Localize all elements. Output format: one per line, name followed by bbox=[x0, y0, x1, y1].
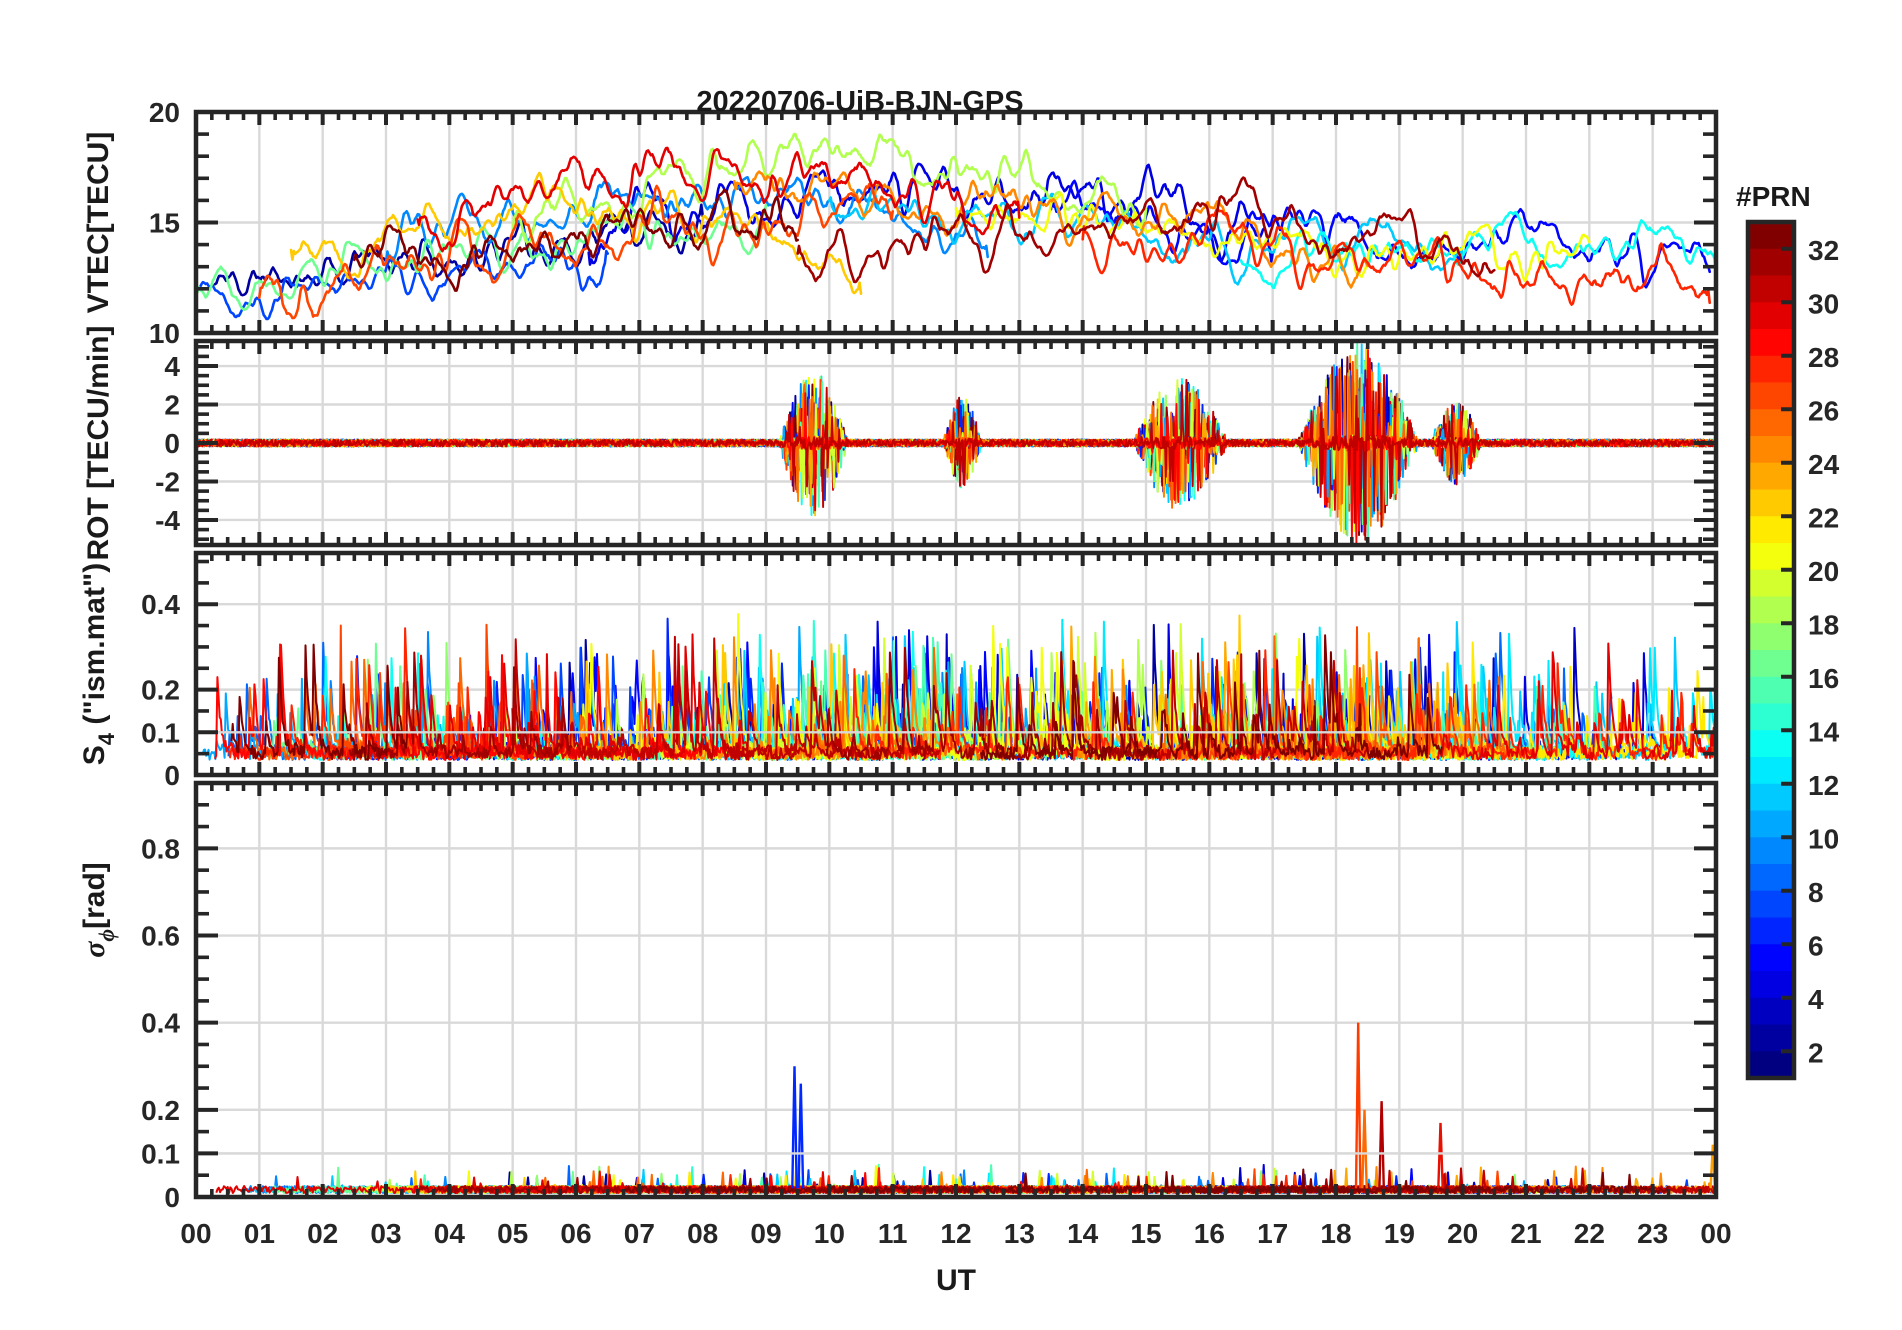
y-axis-title-s4: S4 ("ism.mat") bbox=[78, 563, 119, 765]
x-tick-label: 07 bbox=[624, 1218, 655, 1249]
x-tick-label: 14 bbox=[1067, 1218, 1099, 1249]
x-tick-label: 08 bbox=[687, 1218, 718, 1249]
sigmaphi-spike bbox=[1378, 1101, 1385, 1189]
y-tick-label: 2 bbox=[164, 390, 180, 421]
sigmaphi-trace bbox=[1165, 1168, 1670, 1195]
vtec-trace bbox=[1081, 208, 1711, 306]
y-tick-label: 10 bbox=[149, 318, 180, 349]
x-tick-label: 19 bbox=[1384, 1218, 1415, 1249]
x-tick-label: 09 bbox=[750, 1218, 781, 1249]
y-axis-title-sigmaphi: σϕ[rad] bbox=[78, 862, 119, 958]
x-tick-label: 02 bbox=[307, 1218, 338, 1249]
x-tick-label: 06 bbox=[560, 1218, 591, 1249]
x-tick-label: 01 bbox=[244, 1218, 275, 1249]
colorbar-tick-label: 8 bbox=[1808, 877, 1824, 908]
colorbar-tick-label: 18 bbox=[1808, 609, 1839, 640]
colorbar-tick-label: 12 bbox=[1808, 770, 1839, 801]
s4-trace bbox=[1436, 642, 1716, 761]
y-tick-label: -4 bbox=[155, 505, 180, 536]
sigmaphi-spike bbox=[1437, 1122, 1444, 1189]
colorbar-tick-label: 32 bbox=[1808, 235, 1839, 266]
x-tick-label: 21 bbox=[1510, 1218, 1541, 1249]
y-tick-label: 0.2 bbox=[141, 675, 180, 706]
x-tick-label: 04 bbox=[434, 1218, 466, 1249]
y-tick-label: 0.1 bbox=[141, 717, 180, 748]
y-tick-label: 0 bbox=[164, 428, 180, 459]
colorbar-tick-label: 20 bbox=[1808, 556, 1839, 587]
y-tick-label: 0.2 bbox=[141, 1095, 180, 1126]
x-axis-title: UT bbox=[936, 1264, 976, 1297]
y-tick-label: -2 bbox=[155, 466, 180, 497]
figure-title: 20220706-UiB-BJN-GPS bbox=[696, 86, 1024, 118]
y-tick-label: 0.4 bbox=[141, 1008, 180, 1039]
sigmaphi-series-group bbox=[215, 1022, 1716, 1195]
colorbar-tick-label: 14 bbox=[1808, 716, 1840, 747]
x-tick-label: 10 bbox=[814, 1218, 845, 1249]
colorbar-tick-label: 22 bbox=[1808, 502, 1839, 533]
x-tick-label: 18 bbox=[1320, 1218, 1351, 1249]
x-tick-label: 16 bbox=[1194, 1218, 1225, 1249]
x-tick-label: 12 bbox=[940, 1218, 971, 1249]
y-tick-label: 20 bbox=[149, 97, 180, 128]
s4-trace bbox=[230, 643, 409, 761]
x-tick-label: 22 bbox=[1574, 1218, 1605, 1249]
sigmaphi-spike bbox=[1361, 1109, 1368, 1189]
x-tick-label: 20 bbox=[1447, 1218, 1478, 1249]
vtec-trace bbox=[828, 189, 1464, 286]
s4-trace bbox=[825, 646, 1153, 761]
y-tick-label: 0.6 bbox=[141, 921, 180, 952]
s4-trace bbox=[1313, 662, 1716, 761]
vtec-trace bbox=[258, 182, 894, 320]
y-tick-label: 15 bbox=[149, 208, 180, 239]
vtec-trace bbox=[511, 132, 1148, 246]
x-tick-label: 11 bbox=[878, 1218, 908, 1249]
colorbar-tick-label: 28 bbox=[1808, 342, 1839, 373]
y-tick-label: 0.1 bbox=[141, 1138, 180, 1169]
colorbar-tick-label: 2 bbox=[1808, 1037, 1824, 1068]
y-tick-label: 0 bbox=[164, 1182, 180, 1213]
vtec-trace bbox=[1239, 210, 1716, 290]
colorbar-title: #PRN bbox=[1736, 181, 1811, 212]
x-tick-label: 00 bbox=[180, 1218, 211, 1249]
colorbar[interactable]: 32 30 28 26 24 22 20 18 16 14 12 10 8 6 4 2 bbox=[1745, 219, 1840, 1081]
vtec-trace bbox=[416, 146, 1021, 253]
rot-series-group bbox=[196, 342, 1716, 544]
vtec-trace bbox=[289, 171, 863, 295]
y-tick-label: 0.8 bbox=[141, 833, 180, 864]
rot-trace bbox=[196, 373, 1716, 536]
x-tick-label: 03 bbox=[370, 1218, 401, 1249]
x-tick-label: 13 bbox=[1004, 1218, 1035, 1249]
s4-series-group bbox=[201, 613, 1716, 762]
colorbar-tick-label: 10 bbox=[1808, 823, 1839, 854]
colorbar-tick-label: 26 bbox=[1808, 395, 1839, 426]
y-tick-label: 0.4 bbox=[141, 589, 180, 620]
x-tick-label: 00 bbox=[1700, 1218, 1731, 1249]
x-tick-label: 23 bbox=[1637, 1218, 1668, 1249]
y-axis-title-rot: ROT [TECU/min] bbox=[82, 326, 115, 561]
x-tick-label: 05 bbox=[497, 1218, 528, 1249]
s4-trace bbox=[765, 646, 1024, 761]
colorbar-tick-label: 6 bbox=[1808, 930, 1824, 961]
sigmaphi-spike bbox=[1354, 1022, 1362, 1189]
x-tick-label: 17 bbox=[1257, 1218, 1288, 1249]
vtec-series-group bbox=[196, 132, 1716, 321]
y-tick-label: 0 bbox=[164, 760, 180, 791]
colorbar-tick-label: 16 bbox=[1808, 663, 1839, 694]
colorbar-tick-label: 24 bbox=[1808, 449, 1840, 480]
colorbar-tick-label: 4 bbox=[1808, 984, 1824, 1015]
y-axis-title-vtec: VTEC[TECU] bbox=[82, 132, 115, 314]
y-tick-label: 4 bbox=[164, 351, 180, 382]
sigmaphi-spike bbox=[791, 1066, 798, 1189]
vtec-trace bbox=[353, 188, 799, 292]
x-tick-label: 15 bbox=[1130, 1218, 1161, 1249]
vtec-trace bbox=[796, 176, 1496, 284]
colorbar-tick-label: 30 bbox=[1808, 288, 1839, 319]
